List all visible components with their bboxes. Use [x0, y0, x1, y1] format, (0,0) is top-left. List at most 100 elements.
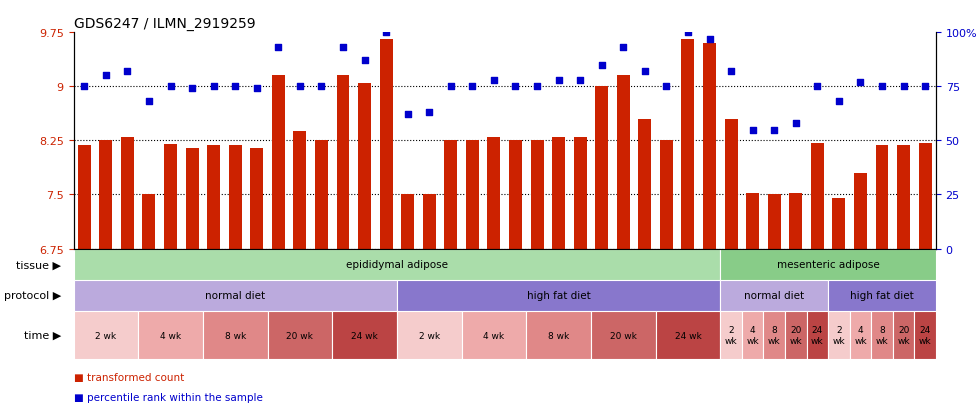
Text: 20
wk: 20 wk [790, 325, 802, 345]
Text: 8
wk: 8 wk [768, 325, 780, 345]
Bar [854, 173, 867, 249]
Point [163, 84, 178, 90]
Text: 2
wk: 2 wk [833, 325, 845, 345]
Bar [807, 311, 828, 359]
Text: 4
wk: 4 wk [747, 325, 759, 345]
Bar [720, 249, 936, 280]
Text: 24
wk: 24 wk [811, 325, 823, 345]
Point [378, 30, 394, 36]
Point [723, 69, 739, 75]
Point [508, 84, 523, 90]
Text: normal diet: normal diet [205, 291, 266, 301]
Point [357, 58, 372, 64]
Bar [591, 311, 656, 359]
Bar [595, 87, 609, 249]
Text: 2
wk: 2 wk [725, 325, 737, 345]
Bar [358, 83, 371, 249]
Bar [332, 311, 397, 359]
Bar [99, 141, 113, 249]
Bar [207, 146, 220, 249]
Bar [828, 311, 850, 359]
Point [896, 84, 911, 90]
Text: 8 wk: 8 wk [548, 331, 569, 340]
Bar [875, 146, 889, 249]
Bar [397, 311, 462, 359]
Bar [746, 194, 760, 249]
Text: 24 wk: 24 wk [351, 331, 378, 340]
Bar [656, 311, 720, 359]
Bar [810, 143, 824, 249]
Text: 20 wk: 20 wk [610, 331, 637, 340]
Bar [379, 40, 393, 249]
Text: 4
wk: 4 wk [855, 325, 866, 345]
Text: ■ percentile rank within the sample: ■ percentile rank within the sample [74, 392, 263, 402]
Text: epididymal adipose: epididymal adipose [346, 259, 448, 270]
Text: 20
wk: 20 wk [898, 325, 909, 345]
Point [831, 99, 847, 105]
Bar [720, 280, 828, 311]
Point [680, 30, 696, 36]
Bar [203, 311, 268, 359]
Text: GDS6247 / ILMN_2919259: GDS6247 / ILMN_2919259 [74, 17, 255, 31]
Point [314, 84, 329, 90]
Bar [487, 138, 501, 249]
Point [270, 45, 286, 52]
Text: 2 wk: 2 wk [95, 331, 117, 340]
Text: 4 wk: 4 wk [483, 331, 505, 340]
Bar [871, 311, 893, 359]
Point [421, 109, 437, 116]
Point [572, 77, 588, 84]
Bar [250, 149, 264, 249]
Bar [552, 138, 565, 249]
Point [120, 69, 135, 75]
Point [486, 77, 502, 84]
Text: 24 wk: 24 wk [674, 331, 702, 340]
Text: 20 wk: 20 wk [286, 331, 314, 340]
Point [443, 84, 459, 90]
Bar [681, 40, 695, 249]
Bar [466, 141, 479, 249]
Bar [121, 138, 134, 249]
Bar [422, 195, 436, 249]
Bar [828, 280, 936, 311]
Point [615, 45, 631, 52]
Bar [763, 311, 785, 359]
Bar [74, 249, 720, 280]
Bar [767, 195, 781, 249]
Point [98, 73, 114, 80]
Text: 8
wk: 8 wk [876, 325, 888, 345]
Bar [918, 143, 932, 249]
Text: tissue ▶: tissue ▶ [17, 259, 62, 270]
Point [874, 84, 890, 90]
Bar [660, 141, 673, 249]
Bar [164, 145, 177, 249]
Bar [336, 76, 350, 249]
Bar [724, 119, 738, 249]
Point [917, 84, 933, 90]
Bar [893, 311, 914, 359]
Point [594, 62, 610, 69]
Bar [832, 199, 846, 249]
Bar [268, 311, 332, 359]
Point [659, 84, 674, 90]
Text: ■ transformed count: ■ transformed count [74, 372, 183, 382]
Point [637, 69, 653, 75]
Text: mesenteric adipose: mesenteric adipose [777, 259, 879, 270]
Point [335, 45, 351, 52]
Text: high fat diet: high fat diet [850, 291, 914, 301]
Point [249, 86, 265, 93]
Bar [897, 146, 910, 249]
Bar [509, 141, 522, 249]
Text: 8 wk: 8 wk [224, 331, 246, 340]
Bar [397, 280, 720, 311]
Bar [530, 141, 544, 249]
Point [400, 112, 416, 119]
Text: 2 wk: 2 wk [418, 331, 440, 340]
Bar [638, 119, 652, 249]
Bar [444, 141, 458, 249]
Point [766, 127, 782, 133]
Text: protocol ▶: protocol ▶ [4, 291, 62, 301]
Text: time ▶: time ▶ [24, 330, 62, 340]
Point [702, 36, 717, 43]
Bar [315, 141, 328, 249]
